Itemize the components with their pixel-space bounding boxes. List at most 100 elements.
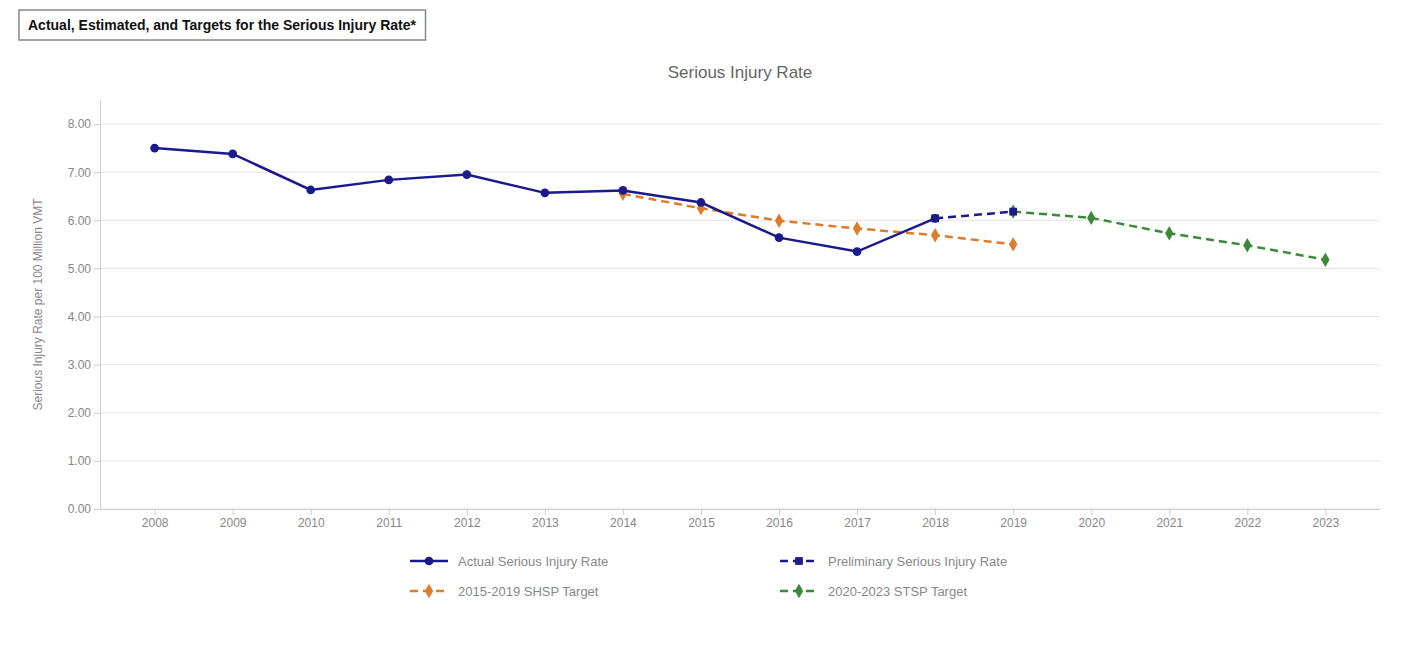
legend-item: 2015-2019 SHSP Target <box>410 584 599 599</box>
series <box>619 187 1018 252</box>
tick-label: 2009 <box>220 516 247 530</box>
tick: 2014 <box>610 509 637 530</box>
plot-area <box>150 144 1329 267</box>
subtitle: Actual, Estimated, and Targets for the S… <box>28 17 416 33</box>
tick-mark <box>857 509 858 515</box>
tick: 2008 <box>142 509 169 530</box>
series <box>150 144 939 256</box>
tick: 2019 <box>1000 509 1027 530</box>
tick: 2018 <box>922 509 949 530</box>
marker <box>619 186 628 195</box>
tick-mark <box>233 509 234 515</box>
legend-marker <box>425 557 434 566</box>
marker <box>306 186 315 195</box>
tick: 8.00 <box>68 117 100 131</box>
axis-line <box>100 101 101 510</box>
tick: 2015 <box>688 509 715 530</box>
tick-label: 4.00 <box>68 310 92 324</box>
tick: 5.00 <box>68 262 100 276</box>
tick-label: 2020 <box>1078 516 1105 530</box>
tick-label: 2015 <box>688 516 715 530</box>
grid-line <box>100 509 1380 510</box>
marker <box>697 198 706 207</box>
line <box>623 194 1013 245</box>
tick: 2013 <box>532 509 559 530</box>
tick-mark <box>1091 509 1092 515</box>
tick-mark <box>94 268 100 269</box>
tick-mark <box>155 509 156 515</box>
marker <box>1009 237 1017 251</box>
grid-line <box>100 172 1380 173</box>
tick-mark <box>1247 509 1248 515</box>
tick-label: 2022 <box>1234 516 1261 530</box>
tick-mark <box>94 317 100 318</box>
tick-mark <box>545 509 546 515</box>
tick: 2023 <box>1313 509 1340 530</box>
tick-label: 2017 <box>844 516 871 530</box>
tick: 0.00 <box>68 502 100 516</box>
tick-label: 2010 <box>298 516 325 530</box>
tick-label: 2012 <box>454 516 481 530</box>
line <box>1013 212 1325 260</box>
grid-line <box>100 364 1380 365</box>
tick-label: 0.00 <box>68 502 92 516</box>
tick: 6.00 <box>68 214 100 228</box>
tick-mark <box>935 509 936 515</box>
tick: 2012 <box>454 509 481 530</box>
subtitle-box: Actual, Estimated, and Targets for the S… <box>19 10 425 40</box>
tick-label: 2023 <box>1313 516 1340 530</box>
tick-label: 2018 <box>922 516 949 530</box>
marker <box>1009 204 1017 218</box>
tick: 2009 <box>220 509 247 530</box>
legend-item: Preliminary Serious Injury Rate <box>780 554 1007 569</box>
marker <box>931 214 939 222</box>
marker <box>1165 226 1173 240</box>
grid-line <box>100 412 1380 413</box>
series <box>931 208 1017 222</box>
tick: 7.00 <box>68 166 100 180</box>
tick-mark <box>311 509 312 515</box>
tick-mark <box>94 413 100 414</box>
tick-mark <box>467 509 468 515</box>
tick-mark <box>94 461 100 462</box>
marker <box>228 150 237 159</box>
tick-label: 5.00 <box>68 262 92 276</box>
tick: 1.00 <box>68 454 100 468</box>
tick-mark <box>701 509 702 515</box>
marker <box>931 214 940 223</box>
line <box>935 212 1013 219</box>
grid <box>100 124 1380 509</box>
tick: 2016 <box>766 509 793 530</box>
tick: 2010 <box>298 509 325 530</box>
grid-line <box>100 124 1380 125</box>
tick-label: 8.00 <box>68 117 92 131</box>
tick-label: 2014 <box>610 516 637 530</box>
marker <box>462 170 471 179</box>
marker <box>619 187 627 201</box>
tick-mark <box>389 509 390 515</box>
tick-mark <box>1325 509 1326 515</box>
tick: 2020 <box>1078 509 1105 530</box>
marker <box>853 221 861 235</box>
series <box>1009 204 1330 267</box>
marker <box>775 233 784 242</box>
marker <box>1243 238 1251 252</box>
subtitle-frame <box>19 10 425 40</box>
tick: 3.00 <box>68 358 100 372</box>
legend: Actual Serious Injury Rate Preliminary Se… <box>410 554 1007 599</box>
chart: Actual, Estimated, and Targets for the S… <box>0 0 1420 649</box>
legend-marker <box>795 584 803 598</box>
tick-mark <box>94 220 100 221</box>
tick: 2.00 <box>68 406 100 420</box>
legend-marker <box>795 557 803 565</box>
marker <box>150 144 159 153</box>
marker <box>853 247 862 256</box>
legend-label: 2015-2019 SHSP Target <box>458 584 599 599</box>
legend-item: 2020-2023 STSP Target <box>780 584 967 599</box>
tick-mark <box>623 509 624 515</box>
legend-item: Actual Serious Injury Rate <box>410 554 608 569</box>
tick-label: 3.00 <box>68 358 92 372</box>
grid-line <box>100 460 1380 461</box>
marker <box>931 228 939 242</box>
tick-mark <box>779 509 780 515</box>
